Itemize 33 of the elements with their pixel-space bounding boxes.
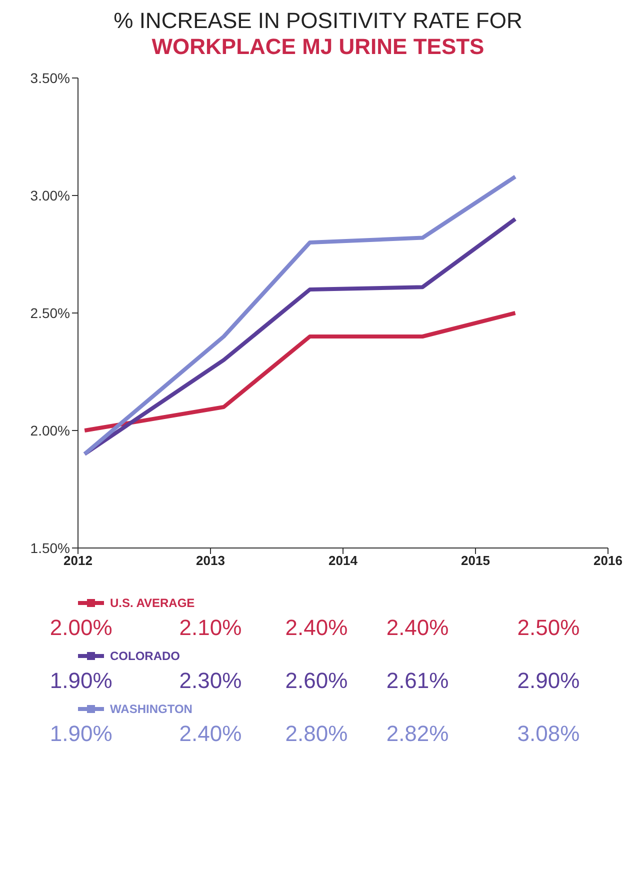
text: 2.82% (385, 721, 450, 747)
text: 2.50% (516, 615, 581, 641)
chart-subtitle: WORKPLACE MJ URINE TESTS (150, 34, 486, 60)
chart-title: % INCREASE IN POSITIVITY RATE FOR (112, 8, 524, 34)
x-tick-label: 2012 (64, 553, 92, 568)
legend-label: U.S. AVERAGE (110, 596, 195, 610)
text: 2.90% (516, 668, 581, 694)
line-series (82, 217, 518, 456)
y-tick-label: 2.50% (30, 304, 70, 321)
x-tick-label: 2013 (196, 553, 225, 568)
text: 2.40% (178, 721, 243, 747)
line-series (82, 311, 518, 432)
text: 3.08% (516, 721, 581, 747)
text: 2.61% (385, 668, 450, 694)
y-tick-label: 3.00% (30, 187, 70, 204)
text: 1.90% (48, 721, 114, 747)
legend-label: COLORADO (110, 649, 180, 663)
text: 2.10% (178, 615, 243, 641)
text: 2.40% (284, 615, 349, 641)
x-tick-label: 2015 (461, 553, 490, 568)
y-tick-label: 2.00% (30, 422, 70, 438)
text: 2.40% (385, 615, 450, 641)
text: 2.60% (284, 668, 349, 694)
text: 1.90% (48, 668, 114, 694)
x-tick-label: 2014 (328, 553, 358, 568)
text: 2.00% (48, 615, 114, 641)
y-tick-label: 1.50% (30, 540, 70, 556)
y-tick-label: 3.50% (30, 70, 70, 86)
text: 2.30% (178, 668, 243, 694)
legend-label: WASHINGTON (110, 702, 192, 716)
text: 2.80% (284, 721, 349, 747)
line-series (82, 174, 518, 456)
x-tick-label: 2016 (594, 553, 622, 568)
